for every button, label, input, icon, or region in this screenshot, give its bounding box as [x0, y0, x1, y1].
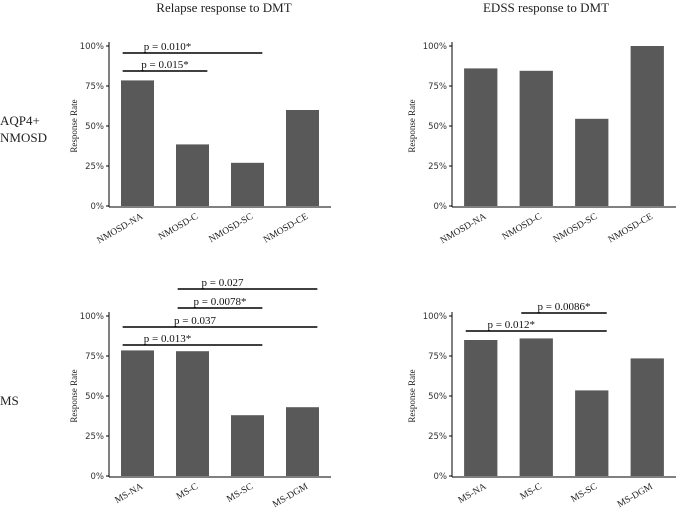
- y-axis-title: Response Rate: [69, 99, 79, 152]
- bar-nmosd-na: [464, 68, 498, 207]
- significance-label: p = 0.027: [202, 277, 244, 289]
- bar-ms-c: [519, 338, 553, 476]
- chart-ms-relapse: Response Rate 0% 25% 50% 75% 100% MS-NA MS-C MS-…: [69, 277, 331, 510]
- x-tick-label: NMOSD-CE: [607, 212, 655, 246]
- x-tick-label: NMOSD-C: [157, 212, 200, 243]
- significance-label: p = 0.0086*: [538, 301, 591, 313]
- chart-ms-edss: Response Rate 0% 25% 50% 75% 100% MS-NA MS-C MS-…: [407, 301, 676, 510]
- y-tick-label: 100%: [423, 42, 447, 52]
- y-axis-title: Response Rate: [69, 369, 79, 422]
- bar-ms-na: [121, 350, 154, 476]
- y-axis-title: Response Rate: [407, 369, 417, 422]
- bar-nmosd-c: [519, 70, 553, 206]
- x-tick-label: MS-C: [519, 482, 544, 502]
- significance-label: p = 0.013*: [144, 333, 191, 345]
- x-tick-label: NMOSD-SC: [207, 212, 255, 245]
- y-tick-label: 0%: [91, 202, 105, 212]
- bar-ms-dgm: [630, 358, 664, 476]
- x-tick-label: MS-C: [175, 482, 200, 502]
- x-tick-label: NMOSD-SC: [552, 212, 600, 245]
- row-label-aqp4-line2: NMOSD: [0, 130, 47, 145]
- y-tick-label: 50%: [85, 122, 104, 132]
- row-label-ms: MS: [0, 393, 19, 408]
- bar-ms-sc: [575, 390, 609, 476]
- bar-nmosd-sc: [231, 162, 264, 206]
- y-tick-label: 0%: [434, 472, 448, 482]
- y-tick-label: 75%: [85, 352, 104, 362]
- column-title-relapse: Relapse response to DMT: [156, 0, 291, 15]
- y-tick-label: 100%: [423, 312, 447, 322]
- significance-label: p = 0.0078*: [194, 296, 247, 308]
- bar-ms-na: [464, 340, 498, 476]
- bar-nmosd-ce: [286, 110, 319, 206]
- significance-label: p = 0.037: [174, 315, 216, 327]
- x-tick-label: MS-NA: [113, 482, 145, 506]
- x-tick-label: NMOSD-NA: [439, 212, 488, 246]
- x-tick-label: MS-DGM: [271, 482, 310, 510]
- y-tick-label: 0%: [91, 472, 105, 482]
- bar-ms-sc: [231, 415, 264, 476]
- significance-label: p = 0.015*: [141, 59, 188, 71]
- bar-nmosd-sc: [575, 118, 609, 206]
- y-tick-label: 100%: [80, 312, 104, 322]
- y-tick-label: 25%: [428, 162, 447, 172]
- bar-nmosd-c: [176, 144, 209, 206]
- y-tick-label: 25%: [428, 432, 447, 442]
- y-tick-label: 25%: [85, 432, 104, 442]
- y-tick-label: 50%: [428, 392, 447, 402]
- significance-label: p = 0.012*: [488, 319, 535, 331]
- y-tick-label: 25%: [85, 162, 104, 172]
- column-title-edss: EDSS response to DMT: [483, 0, 609, 15]
- y-tick-label: 50%: [85, 392, 104, 402]
- y-tick-label: 75%: [428, 352, 447, 362]
- y-tick-label: 100%: [80, 42, 104, 52]
- x-tick-label: NMOSD-C: [501, 212, 544, 243]
- x-tick-label: NMOSD-CE: [262, 212, 310, 246]
- x-tick-label: NMOSD-NA: [96, 212, 145, 246]
- chart-nmosd-relapse: Response Rate 0% 25% 50% 75% 100% NMOSD-NA NMOS…: [69, 41, 331, 246]
- bar-nmosd-ce: [630, 46, 664, 206]
- x-tick-label: MS-DGM: [616, 482, 655, 510]
- y-tick-label: 0%: [434, 202, 448, 212]
- bar-nmosd-na: [121, 80, 154, 206]
- x-tick-label: MS-NA: [457, 482, 489, 506]
- x-tick-label: MS-SC: [570, 482, 600, 505]
- bar-ms-c: [176, 351, 209, 476]
- y-tick-label: 75%: [85, 82, 104, 92]
- bar-ms-dgm: [286, 407, 319, 476]
- significance-label: p = 0.010*: [144, 41, 191, 53]
- y-axis-title: Response Rate: [407, 99, 417, 152]
- row-label-aqp4-line1: AQP4+: [0, 113, 40, 128]
- y-tick-label: 50%: [428, 122, 447, 132]
- x-tick-label: MS-SC: [225, 482, 255, 505]
- y-tick-label: 75%: [428, 82, 447, 92]
- chart-nmosd-edss: Response Rate 0% 25% 50% 75% 100% NMOSD-NA NMOS…: [407, 42, 676, 246]
